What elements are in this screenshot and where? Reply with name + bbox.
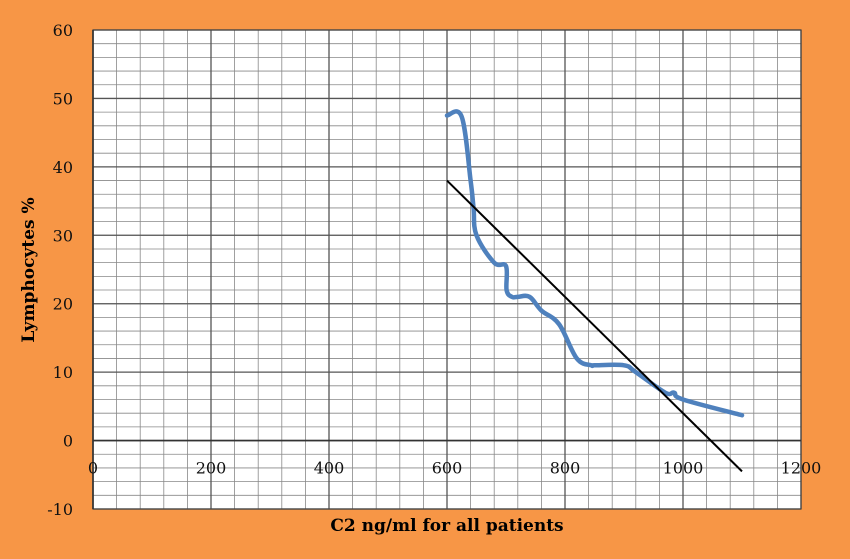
y-tick-label: 30: [53, 226, 73, 245]
x-tick-label: 0: [88, 459, 98, 478]
data-series-line: [444, 109, 745, 418]
x-tick-label: 600: [432, 459, 463, 478]
y-tick-labels: -10 0 10 20 30 40 50 60: [47, 21, 73, 519]
y-tick-label: 40: [53, 158, 73, 177]
y-tick-label: 60: [53, 21, 73, 40]
y-tick-label: 10: [53, 363, 73, 382]
x-axis-title: C2 ng/ml for all patients: [330, 516, 563, 536]
x-tick-label: 400: [314, 459, 345, 478]
x-tick-label: 800: [550, 459, 581, 478]
x-tick-labels: 0 200 400 600 800 1000 1200: [88, 459, 821, 478]
trendline: [446, 179, 743, 473]
series: [444, 109, 745, 473]
x-tick-label: 1000: [663, 459, 704, 478]
x-tick-label: 200: [196, 459, 227, 478]
y-axis-title: Lymphocytes %: [19, 197, 39, 342]
y-tick-label: 20: [53, 295, 73, 314]
y-tick-label: 0: [63, 432, 73, 451]
axes: [92, 29, 802, 510]
y-tick-label: -10: [47, 500, 73, 519]
y-tick-label: 50: [53, 89, 73, 108]
x-tick-label: 1200: [781, 459, 822, 478]
